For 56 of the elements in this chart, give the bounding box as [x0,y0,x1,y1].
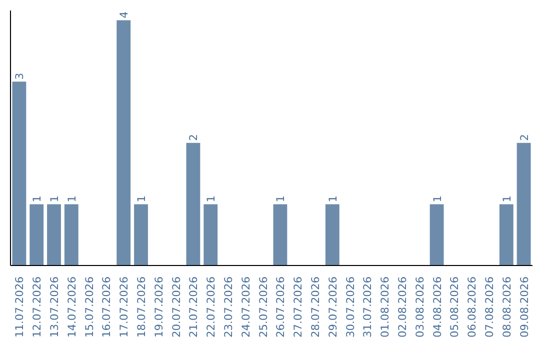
x-tick-label: 08.08.2026 [500,276,514,338]
x-tick-label: 12.07.2026 [30,276,44,338]
x-tick-label: 31.07.2026 [361,276,374,338]
x-tick-label: 22.07.2026 [204,276,218,338]
x-tick-label: 01.08.2026 [378,276,392,338]
x-tick-label: 06.08.2026 [466,276,479,338]
x-tick-label: 19.07.2026 [152,276,166,338]
x-tick-label: 05.08.2026 [448,276,462,338]
data-label: 1 [65,195,78,202]
x-tick-label: 02.08.2026 [396,276,409,338]
data-label: 1 [274,195,288,202]
x-tick-label: 03.08.2026 [413,276,426,338]
x-tick-label: 13.07.2026 [48,276,61,338]
data-label: 2 [518,134,531,141]
bar [116,20,131,266]
x-tick-label: 25.07.2026 [256,276,270,338]
x-tick-label: 17.07.2026 [118,276,131,338]
x-tick-label: 23.07.2026 [222,276,235,338]
x-tick-label: 21.07.2026 [187,276,200,338]
bar [499,204,514,266]
data-label: 3 [13,72,26,80]
data-label: 1 [30,195,44,202]
x-tick-label: 07.08.2026 [483,276,496,338]
bar [186,142,200,266]
bar [273,204,288,266]
data-label: 1 [135,195,148,202]
x-tick-label: 11.07.2026 [13,276,26,338]
bar [325,204,340,266]
bar [12,82,26,266]
x-tick-label: 09.08.2026 [518,276,531,338]
bar [64,204,78,266]
bar [430,204,444,266]
data-label: 1 [48,195,61,202]
data-label: 2 [187,134,200,141]
data-label: 1 [500,195,514,202]
data-label: 1 [326,195,340,202]
data-label: 1 [430,195,444,202]
data-label: 4 [118,11,131,18]
bar [204,204,218,266]
x-tick-label: 14.07.2026 [65,276,78,338]
x-tick-label: 29.07.2026 [326,276,340,338]
x-tick-label: 26.07.2026 [274,276,288,338]
x-tick-label: 27.07.2026 [292,276,305,338]
x-tick-label: 24.07.2026 [239,276,252,338]
x-tick-label: 20.07.2026 [170,276,183,338]
x-tick-label: 18.07.2026 [135,276,148,338]
x-tick-label: 28.07.2026 [309,276,322,338]
x-tick-label: 04.08.2026 [430,276,444,338]
bar [30,204,44,266]
x-tick-label: 15.07.2026 [82,276,96,338]
x-tick-label: 16.07.2026 [100,276,114,338]
bar [516,142,531,266]
bar [47,204,61,266]
data-label: 1 [204,195,218,202]
x-tick-label: 30.07.2026 [344,276,357,338]
bar [134,204,148,266]
